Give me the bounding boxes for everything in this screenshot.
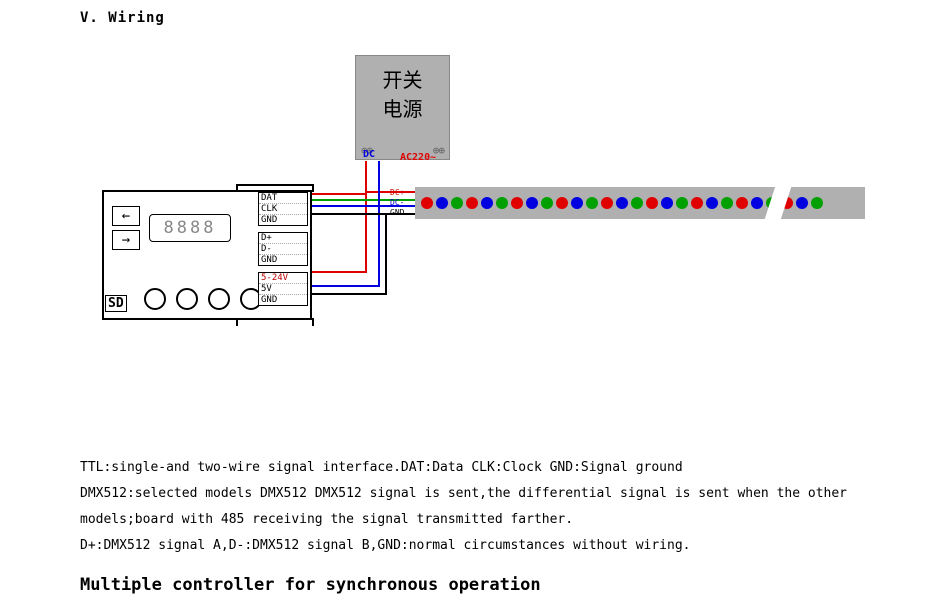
seven-seg-display: 8888 xyxy=(149,214,231,242)
wire-segment xyxy=(312,193,367,195)
led-dot xyxy=(496,197,508,209)
power-supply-box: 开关 电源 ⊕⊕ ⊕⊕ xyxy=(355,55,450,160)
wire-segment xyxy=(312,285,380,287)
pin-524v: 5-24V xyxy=(259,273,307,284)
pin-dplus: D+ xyxy=(259,233,307,244)
led-dot xyxy=(436,197,448,209)
led-dot xyxy=(481,197,493,209)
controller-box: ← → 8888 SD DAT CLK GND D+ D- GND 5-24V … xyxy=(102,190,312,320)
desc-line-4: D+:DMX512 signal A,D-:DMX512 signal B,GN… xyxy=(80,533,880,559)
led-strip xyxy=(415,187,865,219)
led-dot xyxy=(541,197,553,209)
wire-segment xyxy=(378,161,380,207)
strip-label-dcp: DC+ xyxy=(390,188,404,197)
arrow-left-button: ← xyxy=(112,206,140,226)
led-dot xyxy=(721,197,733,209)
desc-line-1: TTL:single-and two-wire signal interface… xyxy=(80,455,880,481)
led-dot xyxy=(466,197,478,209)
sd-label: SD xyxy=(105,295,127,312)
led-dot xyxy=(421,197,433,209)
pin-dminus: D- xyxy=(259,244,307,255)
arrow-right-button: → xyxy=(112,230,140,250)
wire-segment xyxy=(378,205,380,287)
led-dot xyxy=(661,197,673,209)
pin-gnd1: GND xyxy=(259,215,307,225)
wire-segment xyxy=(385,213,387,295)
led-dot xyxy=(811,197,823,209)
pin-clk: CLK xyxy=(259,204,307,215)
led-dot xyxy=(751,197,763,209)
led-dot xyxy=(736,197,748,209)
led-dot xyxy=(556,197,568,209)
pin-gnd2: GND xyxy=(259,255,307,265)
desc-line-2: DMX512:selected models DMX512 DMX512 sig… xyxy=(80,481,880,507)
led-dot xyxy=(571,197,583,209)
led-dot xyxy=(691,197,703,209)
footer-heading: Multiple controller for synchronous oper… xyxy=(80,575,541,595)
description-block: TTL:single-and two-wire signal interface… xyxy=(80,455,880,559)
led-dot xyxy=(451,197,463,209)
wire-segment xyxy=(312,293,387,295)
led-dot xyxy=(616,197,628,209)
strip-label-gnd: GND xyxy=(390,208,404,217)
psu-label-2: 电源 xyxy=(356,93,449,122)
knob-2 xyxy=(176,288,198,310)
led-dot xyxy=(586,197,598,209)
led-dot xyxy=(706,197,718,209)
pin-block-pwr: 5-24V 5V GND xyxy=(258,272,308,306)
psu-ac-label: AC220~ xyxy=(400,152,436,163)
desc-line-3: models;board with 485 receiving the sign… xyxy=(80,507,880,533)
knob-1 xyxy=(144,288,166,310)
led-dot xyxy=(796,197,808,209)
strip-label-dcm: DC- xyxy=(390,198,404,207)
led-dot xyxy=(631,197,643,209)
section-title: V. Wiring xyxy=(80,10,165,26)
knob-3 xyxy=(208,288,230,310)
pin-block-ttl: DAT CLK GND xyxy=(258,192,308,226)
led-dot xyxy=(511,197,523,209)
psu-dc-label: DC xyxy=(363,149,375,160)
pin-dat: DAT xyxy=(259,193,307,204)
wire-segment xyxy=(312,271,367,273)
wire-segment xyxy=(312,205,380,207)
pin-5v: 5V xyxy=(259,284,307,295)
wiring-diagram: 开关 电源 ⊕⊕ ⊕⊕ DC AC220~ ← → 8888 SD DAT CL… xyxy=(80,45,870,365)
led-dot xyxy=(676,197,688,209)
pin-block-dmx: D+ D- GND xyxy=(258,232,308,266)
psu-label-1: 开关 xyxy=(356,64,449,93)
wire-segment xyxy=(365,161,367,195)
led-dot xyxy=(646,197,658,209)
led-dot xyxy=(601,197,613,209)
led-dot xyxy=(526,197,538,209)
pin-gnd3: GND xyxy=(259,295,307,305)
wire-segment xyxy=(312,213,387,215)
